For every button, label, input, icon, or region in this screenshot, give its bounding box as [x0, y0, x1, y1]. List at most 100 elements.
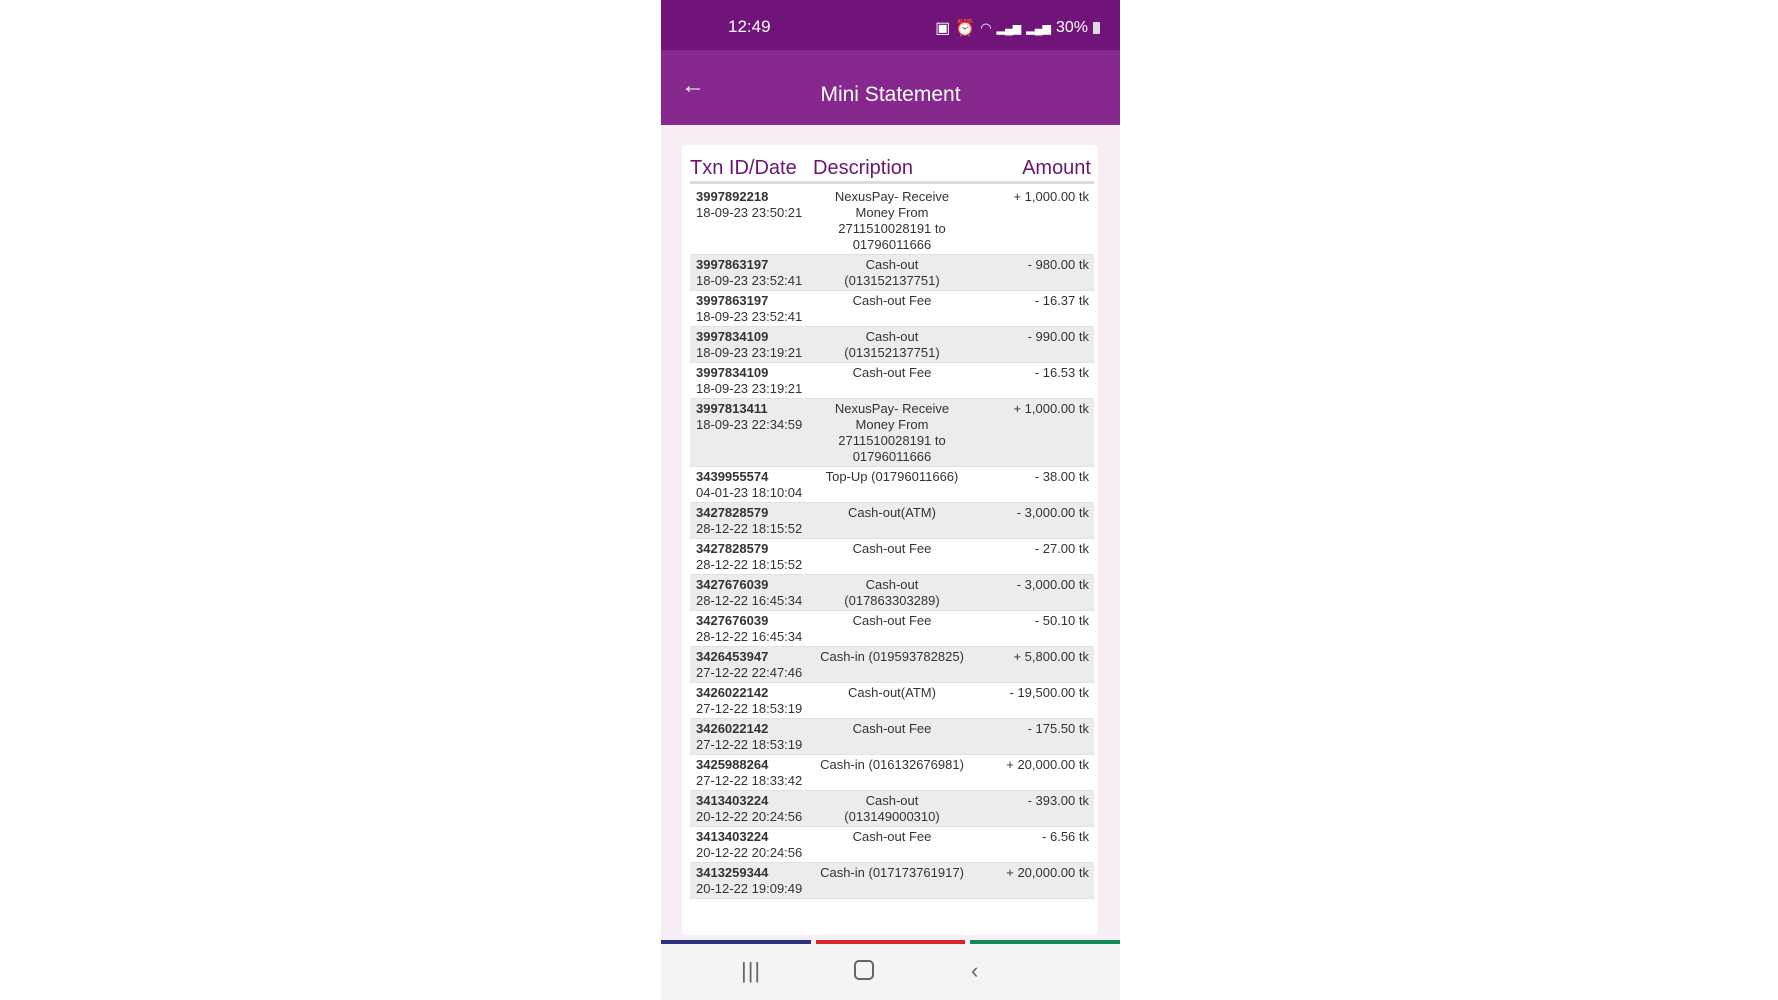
battery-icon	[1093, 22, 1100, 34]
txn-description: NexusPay- Receive Money From 27115100281…	[834, 189, 950, 252]
txn-description: Cash-out Fee	[852, 829, 932, 844]
txn-date: 27-12-22 18:53:19	[696, 737, 803, 752]
table-row[interactable]: 3413403224 20-12-22 20:24:56 Cash-out (013…	[690, 791, 1094, 827]
txn-description: Cash-out(ATM)	[848, 685, 936, 700]
txn-id-date: 3997834109 18-09-23 23:19:21	[696, 329, 802, 361]
table-row[interactable]: 3413403224 20-12-22 20:24:56 Cash-out Fee -…	[690, 827, 1094, 863]
txn-id-date: 3413259344 20-12-22 19:09:49	[696, 865, 802, 897]
table-row[interactable]: 3997863197 18-09-23 23:52:41 Cash-out Fee -…	[690, 291, 1094, 327]
txn-date: 28-12-22 16:45:34	[696, 593, 803, 608]
table-row[interactable]: 3426453947 27-12-22 22:47:46 Cash-in (0195…	[690, 647, 1094, 683]
txn-id-date: 3997813411 18-09-23 22:34:59	[696, 401, 802, 433]
txn-id: 3997813411	[696, 401, 768, 416]
txn-id: 3413403224	[696, 829, 769, 844]
txn-id: 3427828579	[696, 541, 769, 556]
txn-id: 3997863197	[696, 293, 769, 308]
system-nav-bar: ||| ‹	[661, 944, 1120, 1000]
txn-description: Cash-out (017863303289)	[844, 577, 940, 608]
signal-icon-2: ▂▄▆	[1026, 22, 1051, 35]
txn-id: 3439955574	[696, 469, 769, 484]
txn-id-date: 3427828579 28-12-22 18:15:52	[696, 541, 802, 573]
table-row[interactable]: 3413259344 20-12-22 19:09:49 Cash-in (0171…	[690, 863, 1094, 899]
header-amount: Amount	[1022, 157, 1091, 179]
battery-percent: 30%	[1055, 19, 1088, 36]
txn-amount: - 19,500.00 tk	[1009, 685, 1090, 700]
txn-amount: + 1,000.00 tk	[1013, 401, 1089, 416]
table-row[interactable]: 3425988264 27-12-22 18:33:42 Cash-in (0161…	[690, 755, 1094, 791]
page-title: Mini Statement	[820, 83, 961, 106]
txn-description: Cash-out Fee	[852, 293, 932, 308]
color-bars	[661, 940, 1120, 944]
txn-date: 20-12-22 20:24:56	[696, 845, 803, 860]
txn-date: 18-09-23 22:34:59	[696, 417, 803, 432]
table-row[interactable]: 3427676039 28-12-22 16:45:34 Cash-out Fee -…	[690, 611, 1094, 647]
back-arrow-icon[interactable]: ←	[681, 72, 705, 99]
txn-amount: + 5,800.00 tk	[1013, 649, 1089, 664]
alarm-icon: ⏰	[955, 20, 976, 37]
table-row[interactable]: 3427828579 28-12-22 18:15:52 Cash-out(ATM)…	[690, 503, 1094, 539]
txn-date: 18-09-23 23:50:21	[696, 205, 803, 220]
back-icon[interactable]: ‹	[971, 958, 979, 983]
txn-id-date: 3425988264 27-12-22 18:33:42	[696, 757, 802, 789]
txn-description: Cash-in (017173761917)	[820, 865, 964, 880]
table-row[interactable]: 3426022142 27-12-22 18:53:19 Cash-out(ATM)…	[690, 683, 1094, 719]
table-row[interactable]: 3427828579 28-12-22 18:15:52 Cash-out Fee -…	[690, 539, 1094, 575]
txn-description: NexusPay- Receive Money From 27115100281…	[834, 401, 950, 464]
txn-amount: - 990.00 tk	[1027, 329, 1089, 344]
signal-icon: ▂▄▆	[996, 22, 1022, 35]
txn-id-date: 3427676039 28-12-22 16:45:34	[696, 613, 802, 645]
txn-description: Cash-out Fee	[852, 365, 932, 380]
txn-amount: - 3,000.00 tk	[1016, 505, 1089, 520]
table-row[interactable]: 3997834109 18-09-23 23:19:21 Cash-out (013…	[690, 327, 1094, 363]
txn-id-date: 3413403224 20-12-22 20:24:56	[696, 829, 802, 861]
txn-id: 3413403224	[696, 793, 769, 808]
table-row[interactable]: 3426022142 27-12-22 18:53:19 Cash-out Fee -…	[690, 719, 1094, 755]
txn-date: 18-09-23 23:19:21	[696, 381, 803, 396]
txn-id: 3425988264	[696, 757, 769, 772]
txn-id-date: 3426022142 27-12-22 18:53:19	[696, 685, 802, 717]
txn-id-date: 3426022142 27-12-22 18:53:19	[696, 721, 802, 753]
txn-amount: + 20,000.00 tk	[1006, 865, 1089, 880]
home-icon[interactable]	[854, 960, 874, 980]
txn-id-date: 3997892218 18-09-23 23:50:21	[696, 189, 802, 221]
txn-amount: - 3,000.00 tk	[1016, 577, 1089, 592]
txn-amount: - 16.53 tk	[1034, 365, 1089, 380]
txn-id: 3427676039	[696, 613, 769, 628]
table-row[interactable]: 3439955574 04-01-23 18:10:04 Top-Up (01796…	[690, 467, 1094, 503]
txn-amount: - 50.10 tk	[1034, 613, 1089, 628]
txn-id-date: 3427676039 28-12-22 16:45:34	[696, 577, 802, 609]
txn-amount: - 980.00 tk	[1027, 257, 1089, 272]
table-row[interactable]: 3427676039 28-12-22 16:45:34 Cash-out (017…	[690, 575, 1094, 611]
txn-date: 20-12-22 20:24:56	[696, 809, 803, 824]
bar-green	[970, 940, 1120, 944]
status-time: 12:49	[728, 17, 771, 36]
txn-date: 28-12-22 18:15:52	[696, 557, 803, 572]
txn-id: 3997892218	[696, 189, 769, 204]
table-row[interactable]: 3997863197 18-09-23 23:52:41 Cash-out (013…	[690, 255, 1094, 291]
txn-description: Top-Up (01796011666)	[825, 469, 959, 484]
lock-icon: ▣	[935, 20, 951, 37]
table-row[interactable]: 3997892218 18-09-23 23:50:21 NexusPay- Rec…	[690, 187, 1094, 255]
txn-description: Cash-out Fee	[852, 721, 932, 736]
txn-description: Cash-out Fee	[852, 541, 932, 556]
txn-date: 27-12-22 22:47:46	[696, 665, 803, 680]
txn-date: 20-12-22 19:09:49	[696, 881, 803, 896]
txn-amount: - 27.00 tk	[1034, 541, 1089, 556]
transaction-list[interactable]: 3997892218 18-09-23 23:50:21 NexusPay- Rec…	[690, 187, 1094, 899]
txn-date: 18-09-23 23:52:41	[696, 309, 803, 324]
txn-description: Cash-out(ATM)	[848, 505, 936, 520]
txn-date: 18-09-23 23:52:41	[696, 273, 803, 288]
txn-id: 3427676039	[696, 577, 769, 592]
txn-date: 27-12-22 18:53:19	[696, 701, 803, 716]
txn-id: 3426022142	[696, 721, 769, 736]
txn-id-date: 3427828579 28-12-22 18:15:52	[696, 505, 802, 537]
table-row[interactable]: 3997813411 18-09-23 22:34:59 NexusPay- Rec…	[690, 399, 1094, 467]
wifi-icon: ◠	[980, 20, 992, 35]
txn-date: 04-01-23 18:10:04	[696, 485, 803, 500]
recent-apps-icon[interactable]: |||	[741, 958, 762, 983]
txn-id: 3997834109	[696, 329, 769, 344]
txn-date: 18-09-23 23:19:21	[696, 345, 803, 360]
table-row[interactable]: 3997834109 18-09-23 23:19:21 Cash-out Fee -…	[690, 363, 1094, 399]
txn-amount: - 393.00 tk	[1027, 793, 1089, 808]
txn-description: Cash-out (013149000310)	[844, 793, 940, 824]
